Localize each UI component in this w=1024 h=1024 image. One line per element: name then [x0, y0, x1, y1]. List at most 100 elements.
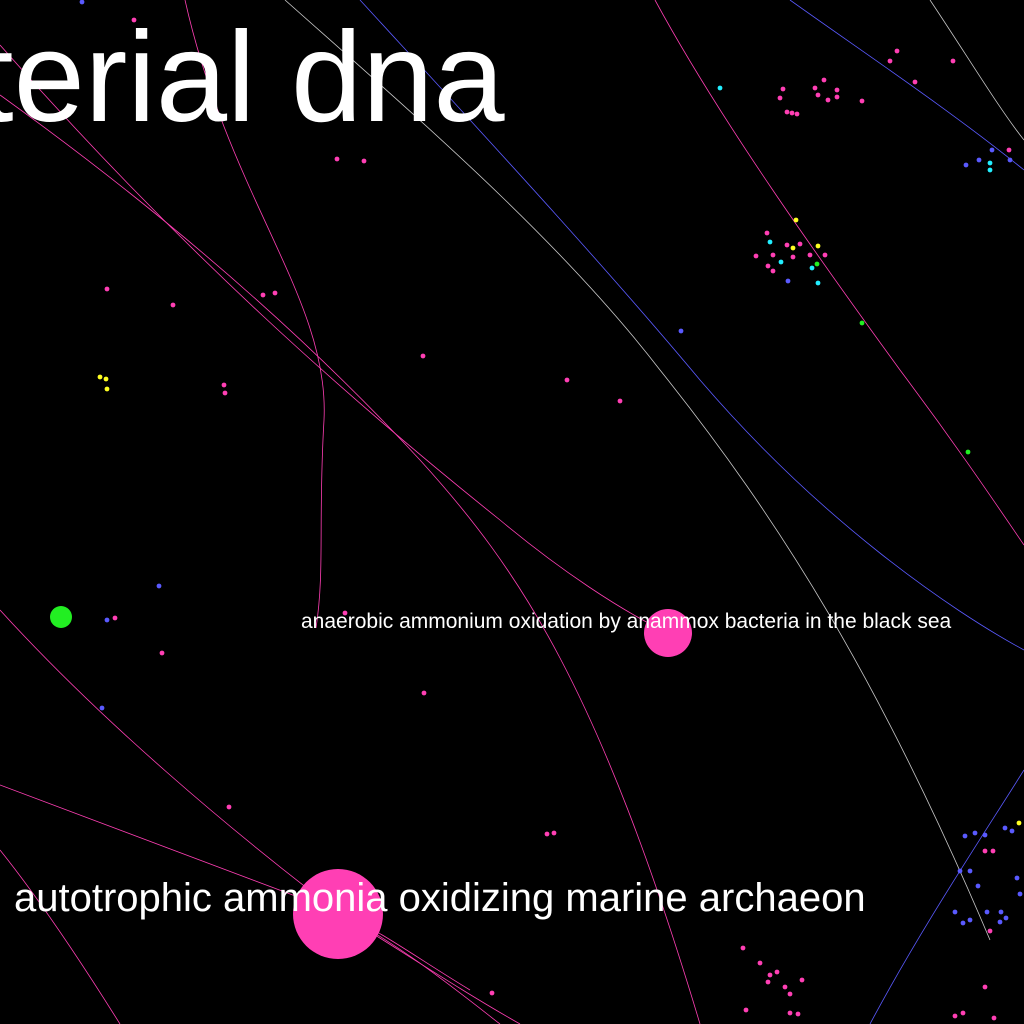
graph-node[interactable]	[794, 111, 800, 117]
graph-node[interactable]	[987, 928, 993, 934]
graph-node[interactable]	[795, 1011, 801, 1017]
graph-node[interactable]	[976, 157, 982, 163]
graph-node[interactable]	[815, 92, 821, 98]
graph-node[interactable]	[962, 833, 968, 839]
graph-node[interactable]	[50, 606, 72, 628]
graph-node[interactable]	[997, 919, 1003, 925]
graph-node[interactable]	[551, 830, 557, 836]
graph-node[interactable]	[777, 95, 783, 101]
graph-node[interactable]	[912, 79, 918, 85]
graph-node[interactable]	[785, 278, 791, 284]
graph-node[interactable]	[226, 804, 232, 810]
graph-node[interactable]	[644, 609, 692, 657]
graph-node[interactable]	[998, 909, 1004, 915]
graph-node[interactable]	[965, 449, 971, 455]
graph-node[interactable]	[790, 254, 796, 260]
graph-node[interactable]	[987, 167, 993, 173]
graph-node[interactable]	[807, 252, 813, 258]
graph-node[interactable]	[887, 58, 893, 64]
node-label-anammox[interactable]: anaerobic ammonium oxidation by anammox …	[301, 610, 952, 633]
graph-node[interactable]	[293, 869, 383, 959]
graph-node[interactable]	[770, 268, 776, 274]
graph-node[interactable]	[790, 245, 796, 251]
graph-node[interactable]	[757, 960, 763, 966]
graph-node[interactable]	[767, 239, 773, 245]
graph-node[interactable]	[104, 617, 110, 623]
graph-node[interactable]	[421, 690, 427, 696]
graph-node[interactable]	[1002, 825, 1008, 831]
graph-node[interactable]	[1016, 820, 1022, 826]
graph-node[interactable]	[967, 868, 973, 874]
graph-node[interactable]	[221, 382, 227, 388]
graph-node[interactable]	[797, 241, 803, 247]
graph-node[interactable]	[1017, 891, 1023, 897]
graph-node[interactable]	[1003, 915, 1009, 921]
graph-node[interactable]	[822, 252, 828, 258]
graph-node[interactable]	[990, 848, 996, 854]
graph-node[interactable]	[950, 58, 956, 64]
graph-node[interactable]	[814, 261, 820, 267]
graph-node[interactable]	[489, 990, 495, 996]
graph-node[interactable]	[1007, 157, 1013, 163]
graph-node[interactable]	[420, 353, 426, 359]
graph-node[interactable]	[960, 920, 966, 926]
graph-node[interactable]	[272, 290, 278, 296]
graph-node[interactable]	[815, 280, 821, 286]
graph-node[interactable]	[815, 243, 821, 249]
graph-node[interactable]	[799, 977, 805, 983]
graph-node[interactable]	[975, 883, 981, 889]
graph-node[interactable]	[767, 972, 773, 978]
graph-node[interactable]	[960, 1010, 966, 1016]
graph-node[interactable]	[544, 831, 550, 837]
graph-node[interactable]	[972, 830, 978, 836]
graph-node[interactable]	[793, 217, 799, 223]
graph-node[interactable]	[784, 242, 790, 248]
graph-node[interactable]	[982, 848, 988, 854]
graph-node[interactable]	[782, 984, 788, 990]
graph-node[interactable]	[334, 156, 340, 162]
graph-node[interactable]	[982, 832, 988, 838]
graph-node[interactable]	[859, 320, 865, 326]
graph-node[interactable]	[753, 253, 759, 259]
graph-node[interactable]	[825, 97, 831, 103]
graph-node[interactable]	[97, 374, 103, 380]
node-label-dna[interactable]: terial dna	[0, 6, 505, 149]
graph-node[interactable]	[740, 945, 746, 951]
graph-node[interactable]	[99, 705, 105, 711]
graph-node[interactable]	[361, 158, 367, 164]
graph-node[interactable]	[787, 991, 793, 997]
graph-node[interactable]	[789, 110, 795, 116]
graph-node[interactable]	[957, 868, 963, 874]
graph-node[interactable]	[859, 98, 865, 104]
graph-node[interactable]	[982, 984, 988, 990]
graph-node[interactable]	[1009, 828, 1015, 834]
node-label-archaeon[interactable]: autotrophic ammonia oxidizing marine arc…	[14, 876, 866, 920]
graph-node[interactable]	[987, 160, 993, 166]
graph-node[interactable]	[79, 0, 85, 5]
graph-node[interactable]	[103, 376, 109, 382]
graph-node[interactable]	[743, 1007, 749, 1013]
graph-node[interactable]	[678, 328, 684, 334]
graph-node[interactable]	[159, 650, 165, 656]
graph-node[interactable]	[564, 377, 570, 383]
graph-node[interactable]	[967, 917, 973, 923]
graph-node[interactable]	[104, 286, 110, 292]
graph-node[interactable]	[112, 615, 118, 621]
graph-node[interactable]	[156, 583, 162, 589]
graph-node[interactable]	[780, 86, 786, 92]
graph-node[interactable]	[787, 1010, 793, 1016]
graph-node[interactable]	[989, 147, 995, 153]
graph-node[interactable]	[821, 77, 827, 83]
graph-node[interactable]	[834, 94, 840, 100]
graph-node[interactable]	[774, 969, 780, 975]
graph-node[interactable]	[809, 265, 815, 271]
graph-node[interactable]	[617, 398, 623, 404]
graph-node[interactable]	[770, 252, 776, 258]
graph-node[interactable]	[170, 302, 176, 308]
graph-node[interactable]	[1006, 147, 1012, 153]
graph-node[interactable]	[131, 17, 137, 23]
graph-node[interactable]	[222, 390, 228, 396]
graph-node[interactable]	[1014, 875, 1020, 881]
graph-node[interactable]	[952, 909, 958, 915]
graph-node[interactable]	[764, 230, 770, 236]
